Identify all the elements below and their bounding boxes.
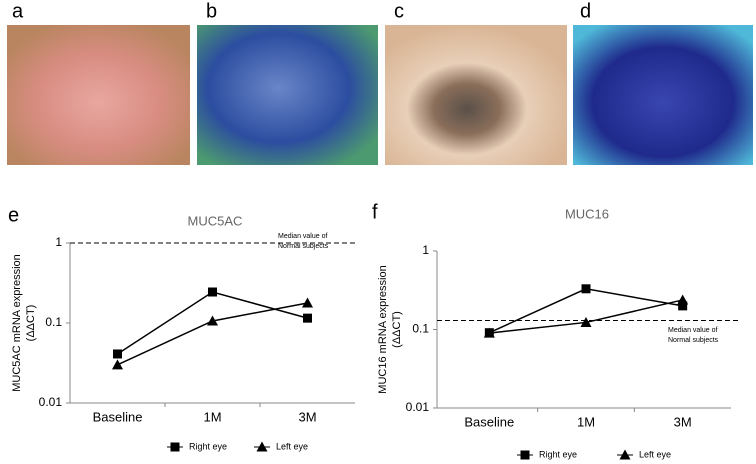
reference-label: Median value of <box>278 233 327 240</box>
panel-label: d <box>580 0 591 22</box>
photo <box>197 25 378 165</box>
y-axis-label-line: (ΔΔCT) <box>391 311 403 348</box>
y-axis-label: MUC5AC mRNA expression (ΔΔCT) <box>11 254 37 392</box>
x-tick-label: 1M <box>203 409 221 424</box>
chart-title: MUC5AC <box>188 213 243 228</box>
reference-label: Normal subjects <box>278 243 329 250</box>
panel-label: b <box>206 0 217 22</box>
chart-title: MUC16 <box>565 206 609 221</box>
reference-label: Median value of <box>668 327 717 334</box>
series-line <box>117 302 308 366</box>
marker <box>580 316 592 327</box>
marker <box>520 450 530 460</box>
y-tick-label: 0.01 <box>406 400 430 414</box>
y-tick-label: 0.1 <box>45 315 62 329</box>
y-tick-label: 1 <box>55 235 62 249</box>
panel-label: e <box>8 204 19 226</box>
x-tick-label: 1M <box>577 414 595 429</box>
reference-label: Normal subjects <box>668 337 719 344</box>
y-tick-label: 0.01 <box>39 395 63 409</box>
x-tick-label: 3M <box>298 409 316 424</box>
y-axis-label: MUC16 mRNA expression (ΔΔCT) <box>377 265 403 393</box>
marker <box>677 294 689 305</box>
legend-label: Right eye <box>539 449 577 459</box>
legend-label: Left eye <box>639 449 671 459</box>
marker <box>483 327 495 338</box>
series-line <box>489 299 683 334</box>
y-tick-label: 1 <box>422 243 429 257</box>
legend-label: Left eye <box>276 441 308 451</box>
marker <box>112 359 123 370</box>
y-axis-label-line: (ΔΔCT) <box>25 305 37 342</box>
legend-label: Right eye <box>189 441 227 451</box>
marker <box>113 349 122 359</box>
x-tick-label: 3M <box>674 414 692 429</box>
x-tick-label: Baseline <box>93 409 143 424</box>
marker <box>619 449 631 460</box>
panel-label: a <box>12 0 24 22</box>
marker <box>208 287 217 297</box>
y-tick-label: 0.1 <box>412 322 429 336</box>
y-axis-label-line: MUC16 mRNA expression <box>377 265 389 393</box>
marker <box>581 284 591 294</box>
marker <box>303 313 312 323</box>
y-axis-label-line: MUC5AC mRNA expression <box>11 254 23 392</box>
panel-label: c <box>394 0 404 22</box>
marker <box>170 442 180 452</box>
panel-label: f <box>372 201 378 223</box>
marker <box>678 301 688 311</box>
x-tick-label: Baseline <box>464 414 514 429</box>
photo <box>573 25 753 165</box>
marker <box>302 297 313 308</box>
photo <box>385 25 567 165</box>
marker <box>207 315 218 326</box>
photo <box>7 25 190 165</box>
marker <box>256 441 268 452</box>
